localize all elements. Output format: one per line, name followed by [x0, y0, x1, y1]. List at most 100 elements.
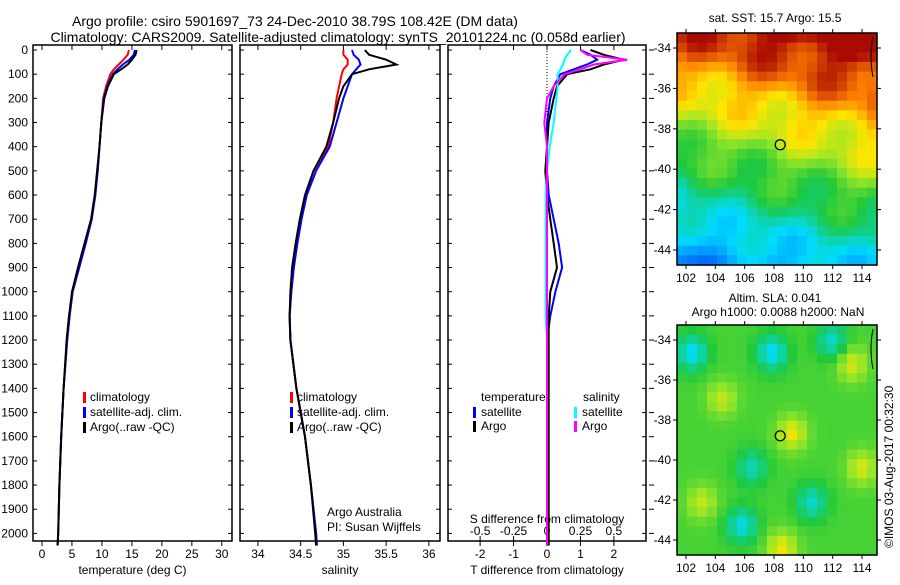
map-cell — [857, 363, 868, 374]
map-cell — [757, 62, 768, 73]
map-cell — [757, 139, 768, 150]
map-cell — [837, 62, 848, 73]
map-cell — [737, 516, 748, 527]
map-cell — [837, 478, 848, 489]
lat-tick-label: -40 — [654, 453, 672, 467]
map-cell — [747, 334, 758, 345]
series-line-argo-raw-qc- — [56, 49, 138, 546]
map-cell — [727, 71, 738, 82]
map-cell — [817, 545, 828, 556]
y-tick-label: 900 — [8, 261, 28, 275]
map-cell — [817, 449, 828, 460]
map-cell — [707, 100, 718, 111]
lon-tick-label: 104 — [705, 271, 725, 285]
x-tick-label: 0 — [39, 547, 46, 561]
map-cell — [847, 401, 858, 412]
map-cell — [707, 535, 718, 546]
map-cell — [687, 420, 698, 431]
legend-label: Argo(..raw -QC) — [90, 420, 175, 434]
map-cell — [787, 334, 798, 345]
map-cell — [847, 497, 858, 508]
map-cell — [797, 372, 808, 384]
map-cell — [847, 178, 858, 189]
map-cell — [807, 372, 818, 384]
map-cell — [677, 401, 688, 412]
map-cell — [807, 236, 818, 247]
map-cell — [767, 392, 778, 403]
map-cell — [717, 178, 728, 189]
map-cell — [847, 71, 858, 82]
map-cell — [717, 545, 728, 556]
map-cell — [687, 62, 698, 73]
map-cell — [717, 372, 728, 384]
map-cell — [827, 507, 838, 518]
map-cell — [837, 139, 848, 150]
map-cell — [817, 526, 828, 537]
map-cell — [717, 168, 728, 179]
map-cell — [807, 382, 818, 393]
map-cell — [697, 168, 708, 179]
map-cell — [757, 178, 768, 189]
map-cell — [807, 120, 818, 131]
map-cell — [717, 382, 728, 393]
map-cell — [717, 535, 728, 546]
map-cell — [807, 535, 818, 546]
map-cell — [817, 81, 828, 92]
map-cell — [777, 468, 788, 479]
map-cell — [857, 459, 868, 470]
map-cell — [727, 382, 738, 393]
map-cell — [737, 139, 748, 150]
map-cell — [857, 382, 868, 393]
map-cell — [867, 168, 878, 179]
map-cell — [787, 91, 798, 102]
map-cell — [757, 91, 768, 102]
map-cell — [747, 216, 758, 227]
map-cell — [847, 139, 858, 150]
map-cell — [677, 372, 688, 384]
map-cell — [767, 33, 778, 44]
map-cell — [677, 129, 688, 140]
map-cell — [787, 197, 798, 208]
map-cell — [807, 392, 818, 403]
map-cell — [867, 449, 878, 460]
map-cell — [737, 197, 748, 208]
map-cell — [777, 449, 788, 460]
x-axis-label: T difference from climatology — [470, 563, 624, 577]
map-cell — [797, 516, 808, 527]
map-cell — [847, 516, 858, 527]
map-cell — [827, 535, 838, 546]
map-cell — [707, 71, 718, 82]
map-cell — [867, 100, 878, 111]
map-subtitle: Argo h1000: 0.0088 h2000: NaN — [692, 305, 865, 319]
map-cell — [737, 507, 748, 518]
map-cell — [737, 363, 748, 374]
y-tick-label: 800 — [8, 236, 28, 250]
map-cell — [697, 401, 708, 412]
map-cell — [717, 81, 728, 92]
x-tick-label: 5 — [69, 547, 76, 561]
map-cell — [827, 392, 838, 403]
y-tick-label: 1600 — [1, 430, 28, 444]
map-cell — [817, 197, 828, 208]
legend-label: Argo — [481, 419, 507, 433]
map-cell — [707, 478, 718, 489]
map-cell — [837, 449, 848, 460]
map-cell — [837, 507, 848, 518]
map-cell — [687, 334, 698, 345]
map-cell — [727, 33, 738, 44]
map-cell — [687, 363, 698, 374]
map-cell — [747, 468, 758, 479]
map-cell — [857, 440, 868, 451]
map-cell — [677, 487, 688, 499]
map-cell — [717, 468, 728, 479]
map-cell — [767, 187, 778, 198]
map-cell — [747, 187, 758, 198]
map-cell — [767, 526, 778, 537]
map-cell — [697, 449, 708, 460]
map-cell — [677, 526, 688, 537]
map-cell — [837, 149, 848, 160]
map-cell — [827, 411, 838, 422]
map-cell — [767, 459, 778, 470]
series-line-s-argo — [543, 49, 628, 546]
annotation-text: PI: Susan Wijffels — [327, 520, 421, 534]
